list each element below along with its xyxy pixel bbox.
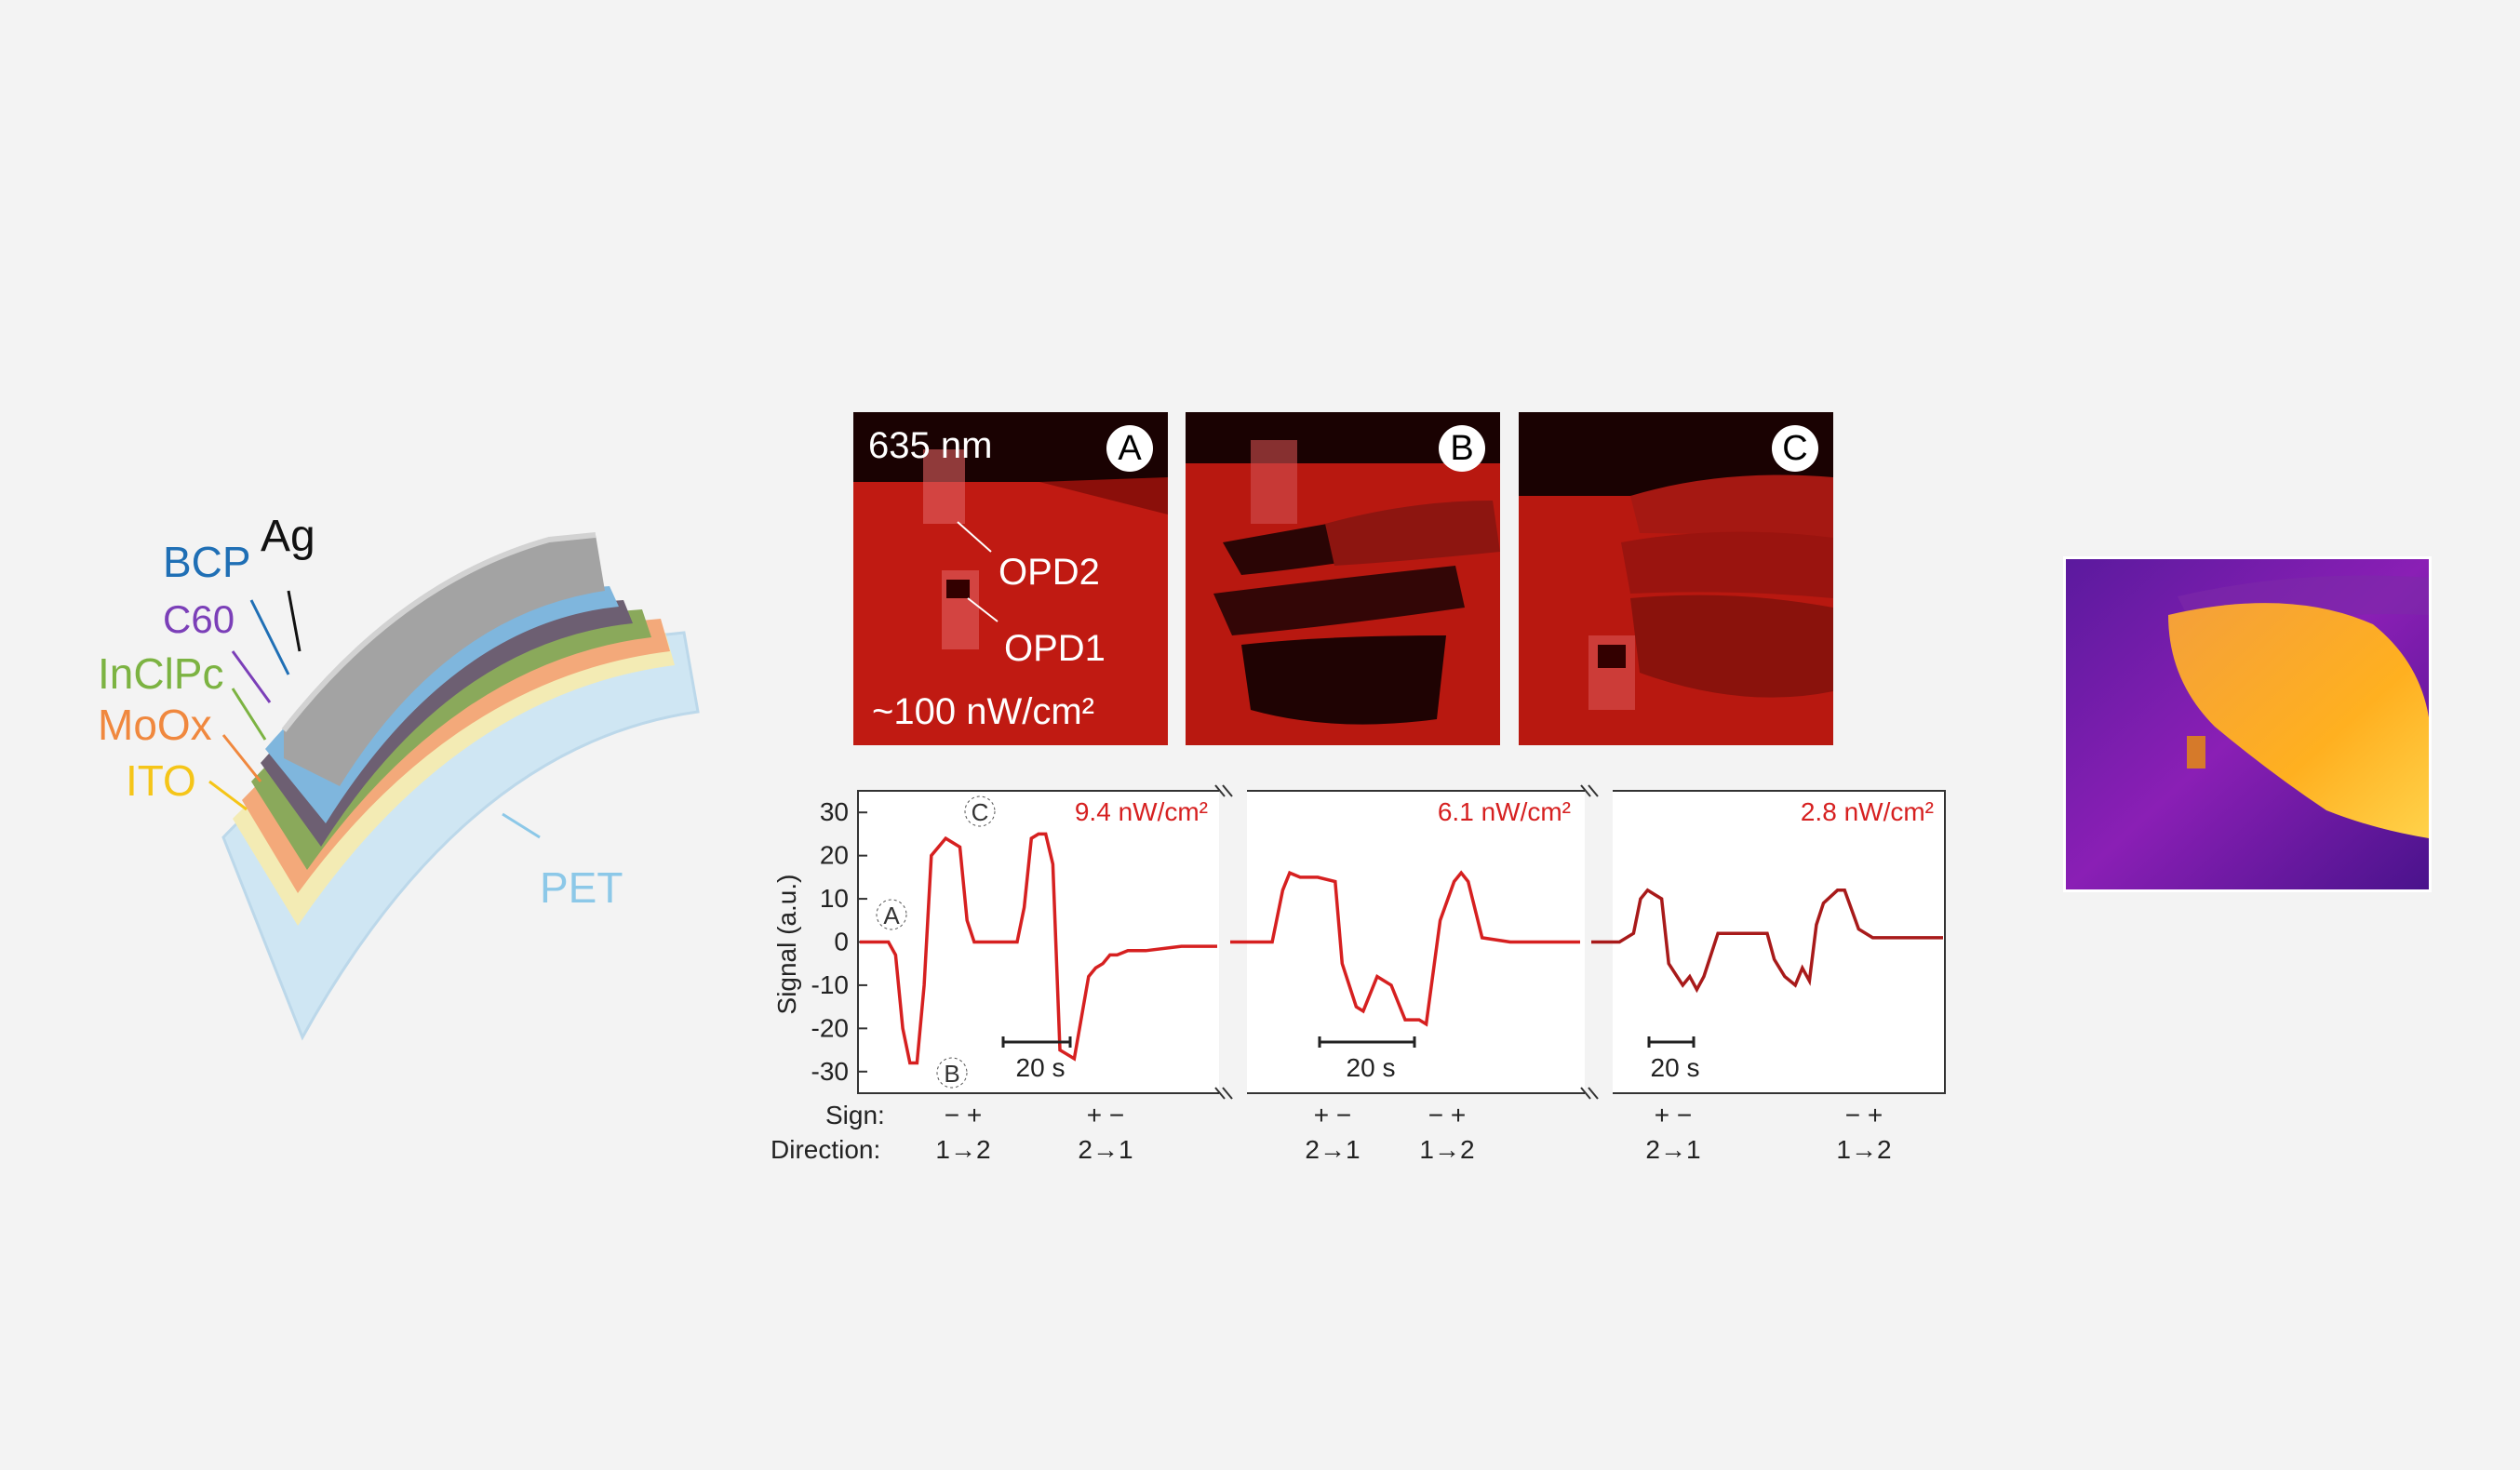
intensity-label-1: 9.4 nW/cm² <box>1075 797 1208 826</box>
sign-entry: − + <box>944 1101 983 1129</box>
direction-label: Direction: <box>771 1135 881 1164</box>
layer-ito <box>233 633 675 926</box>
scale-bar-label-3: 20 s <box>1651 1053 1700 1082</box>
intensity-label: ~100 nW/cm² <box>872 691 1094 732</box>
layer-moox <box>242 619 670 893</box>
svg-text:A: A <box>883 902 900 929</box>
signal-trace-2 <box>1230 870 1580 1027</box>
y-tick-label: -20 <box>811 1013 849 1042</box>
thermal-image <box>2063 556 2432 892</box>
photo-a: 635 nm A OPD2 OPD1 ~100 nW/cm² <box>853 412 1168 745</box>
y-axis-label: Signal (a.u.) <box>772 875 801 1015</box>
opd1-label: OPD1 <box>1004 628 1106 669</box>
photo-b: B <box>1186 412 1500 745</box>
intensity-label-2: 6.1 nW/cm² <box>1438 797 1571 826</box>
sign-entry: − + <box>1428 1101 1467 1129</box>
signal-trace-3 <box>1591 888 1943 994</box>
direction-entry: 2→1 <box>1078 1135 1133 1164</box>
scale-bar-1 <box>1001 1036 1072 1048</box>
scale-bar-label-1: 20 s <box>1016 1053 1066 1082</box>
opd2-label: OPD2 <box>999 552 1100 593</box>
y-tick-label: 10 <box>820 884 849 913</box>
y-tick-label: -10 <box>811 970 849 999</box>
badge-a: A <box>1106 425 1153 472</box>
y-tick-label: 30 <box>820 797 849 826</box>
label-moox: MoOx <box>98 701 212 749</box>
sign-label: Sign: <box>825 1101 885 1129</box>
wavelength-label: 635 nm <box>868 425 993 466</box>
direction-entry: 2→1 <box>1645 1135 1701 1164</box>
scale-bar-label-2: 20 s <box>1347 1053 1396 1082</box>
label-inclpc: InClPc <box>98 649 223 698</box>
svg-text:C: C <box>972 798 989 826</box>
marker-b: B <box>936 1057 968 1089</box>
y-tick-label: -30 <box>811 1057 849 1086</box>
layer-inclpc <box>251 609 651 870</box>
svg-text:B: B <box>944 1060 959 1088</box>
layer-ag <box>284 535 605 786</box>
sign-entry: + − <box>1313 1101 1352 1129</box>
scale-bar-3 <box>1647 1036 1696 1048</box>
label-pet: PET <box>540 863 623 912</box>
scale-bar-2 <box>1318 1036 1416 1048</box>
y-tick-label: 20 <box>820 841 849 870</box>
sign-entry: + − <box>1086 1101 1125 1129</box>
layer-c60 <box>261 600 633 847</box>
label-ito: ITO <box>126 756 196 805</box>
intensity-label-3: 2.8 nW/cm² <box>1801 797 1934 826</box>
direction-entry: 1→2 <box>1836 1135 1892 1164</box>
label-bcp: BCP <box>163 538 251 586</box>
direction-entry: 1→2 <box>935 1135 991 1164</box>
label-ag: Ag <box>261 512 315 561</box>
label-c60: C60 <box>163 597 235 641</box>
badge-b: B <box>1439 425 1485 472</box>
sign-entry: − + <box>1844 1101 1883 1129</box>
direction-entry: 1→2 <box>1419 1135 1475 1164</box>
badge-c: C <box>1772 425 1818 472</box>
y-tick-label: 0 <box>834 928 849 956</box>
direction-entry: 2→1 <box>1305 1135 1361 1164</box>
signal-trace-1 <box>860 832 1217 1065</box>
marker-c: C <box>964 795 996 827</box>
layer-stack-diagram: Ag BCP C60 InClPc MoOx ITO PET <box>98 512 700 1041</box>
marker-a: A <box>876 899 907 930</box>
sign-entry: + − <box>1654 1101 1693 1129</box>
photo-c: C <box>1519 412 1833 745</box>
signal-chart: Signal (a.u.) 30 20 10 0 -10 -20 -30 9.4 nW/cm… <box>772 780 1946 1105</box>
